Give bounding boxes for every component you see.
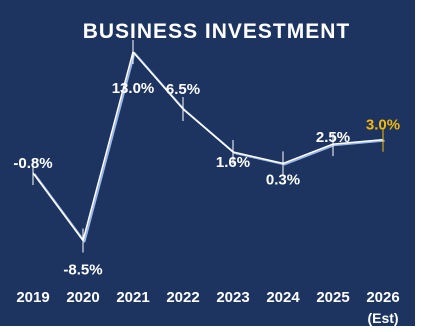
x-tick-label-2020: 2020 <box>66 289 99 306</box>
x-tick-label-2024: 2024 <box>266 289 300 306</box>
x-tick-estimate-note: (Est) <box>367 310 398 326</box>
data-label-2020: -8.5% <box>63 262 102 279</box>
chart-title: BUSINESS INVESTMENT <box>82 20 351 43</box>
x-tick-label-2025: 2025 <box>316 289 349 306</box>
data-label-2024: 0.3% <box>266 171 300 188</box>
data-label-2025: 2.5% <box>316 129 350 146</box>
x-tick-label-2021: 2021 <box>116 289 149 306</box>
x-tick-label-2023: 2023 <box>216 289 249 306</box>
data-label-2023: 1.6% <box>216 154 250 171</box>
data-label-2022: 6.5% <box>166 81 200 98</box>
data-label-2021: 13.0% <box>112 80 155 97</box>
data-label-2019: -0.8% <box>13 155 52 172</box>
data-label-2026: 3.0% <box>366 117 400 134</box>
x-tick-label-2026: 2026 <box>366 289 399 306</box>
x-tick-label-2019: 2019 <box>16 289 49 306</box>
series-line <box>32 51 384 242</box>
series-line-shadow <box>33 52 385 243</box>
x-tick-label-2022: 2022 <box>166 289 199 306</box>
